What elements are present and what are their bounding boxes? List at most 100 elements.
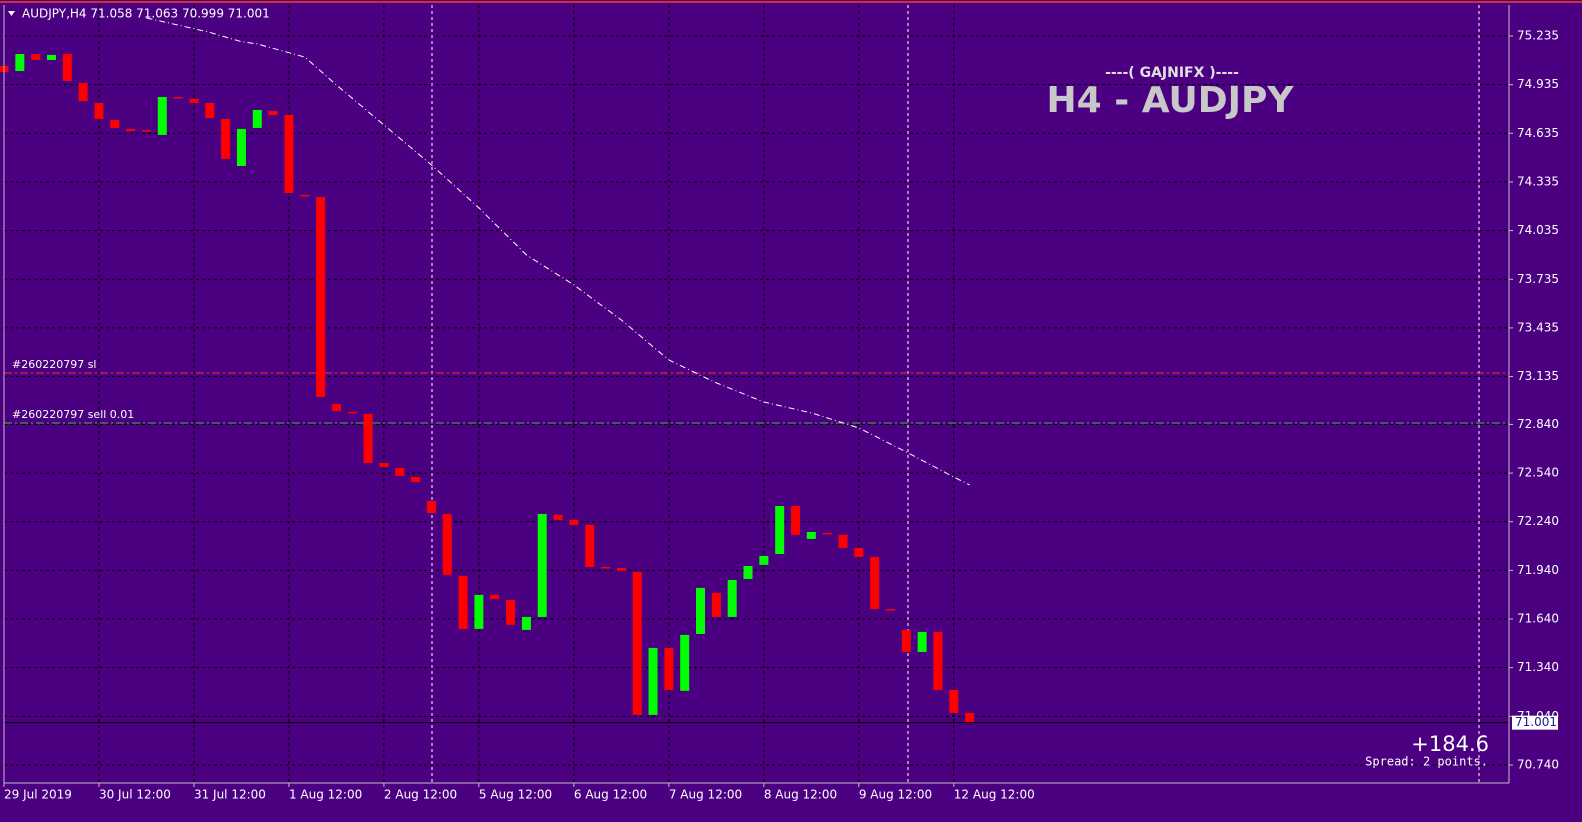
candle bbox=[506, 599, 516, 625]
y-tick-label: 75.235 bbox=[1517, 28, 1559, 42]
candle bbox=[775, 505, 785, 554]
y-tick-label: 71.940 bbox=[1517, 563, 1559, 577]
candle bbox=[94, 102, 104, 120]
x-tick-label: 8 Aug 12:00 bbox=[764, 788, 837, 802]
candle bbox=[78, 83, 88, 102]
x-tick-label: 1 Aug 12:00 bbox=[289, 788, 362, 802]
candle bbox=[854, 547, 864, 557]
candle bbox=[521, 616, 531, 630]
y-tick-label: 73.135 bbox=[1517, 369, 1559, 383]
x-tick-label: 29 Jul 2019 bbox=[4, 788, 72, 802]
candle bbox=[268, 110, 278, 115]
candle bbox=[680, 634, 690, 691]
candle bbox=[157, 96, 167, 135]
order-label: #260220797 sell 0.01 bbox=[12, 408, 134, 421]
candle bbox=[632, 571, 642, 715]
y-tick-label: 72.840 bbox=[1517, 417, 1559, 431]
candle bbox=[141, 130, 151, 132]
candle bbox=[791, 505, 800, 535]
candle bbox=[870, 556, 880, 609]
grid bbox=[3, 5, 1509, 783]
candle bbox=[442, 513, 452, 575]
candle bbox=[316, 197, 326, 398]
x-tick-label: 6 Aug 12:00 bbox=[574, 788, 647, 802]
y-tick-label: 72.540 bbox=[1517, 466, 1559, 480]
candle bbox=[474, 594, 484, 629]
candle bbox=[664, 647, 674, 690]
x-tick-label: 5 Aug 12:00 bbox=[479, 788, 552, 802]
candle bbox=[696, 587, 706, 634]
candle bbox=[838, 534, 848, 548]
marks bbox=[0, 17, 1509, 724]
spread: Spread: 2 points. bbox=[1365, 755, 1488, 769]
candle bbox=[727, 579, 737, 617]
candle bbox=[236, 128, 246, 167]
candle bbox=[347, 411, 357, 414]
candle bbox=[284, 114, 294, 193]
candle bbox=[363, 414, 373, 464]
profit: +184.6 bbox=[1411, 732, 1489, 756]
y-tick-label: 74.035 bbox=[1517, 223, 1559, 237]
y-tick-label: 74.635 bbox=[1517, 126, 1559, 140]
y-tick-label: 72.240 bbox=[1517, 514, 1559, 528]
candle bbox=[189, 98, 199, 103]
candle bbox=[806, 531, 816, 539]
candle bbox=[205, 102, 215, 119]
y-tick-label: 71.340 bbox=[1517, 660, 1559, 674]
candle bbox=[601, 566, 611, 569]
candle bbox=[759, 555, 769, 565]
candle bbox=[173, 96, 183, 99]
candle bbox=[616, 567, 626, 571]
y-tick-label: 73.435 bbox=[1517, 320, 1559, 334]
price-box bbox=[1512, 715, 1558, 730]
candle bbox=[648, 647, 658, 715]
y-tick-label: 71.640 bbox=[1517, 612, 1559, 626]
x-tick-label: 2 Aug 12:00 bbox=[384, 788, 457, 802]
x-tick-label: 30 Jul 12:00 bbox=[99, 788, 171, 802]
candle bbox=[901, 629, 911, 652]
candle bbox=[490, 594, 500, 599]
x-tick-label: 31 Jul 12:00 bbox=[194, 788, 266, 802]
candle bbox=[411, 476, 421, 482]
y-tick-label: 70.740 bbox=[1517, 757, 1559, 771]
candle bbox=[537, 513, 547, 617]
candle bbox=[965, 712, 975, 723]
candle bbox=[569, 519, 579, 525]
candle bbox=[221, 119, 231, 159]
candle bbox=[822, 532, 832, 535]
candle bbox=[395, 467, 405, 476]
x-tick-label: 9 Aug 12:00 bbox=[859, 788, 932, 802]
price-label: 71.001 bbox=[1515, 715, 1557, 729]
candle bbox=[743, 565, 753, 579]
header: AUDJPY,H4 71.058 71.063 70.999 71.001 bbox=[22, 7, 270, 21]
candle bbox=[31, 53, 41, 60]
candle bbox=[15, 53, 25, 72]
candle bbox=[885, 608, 895, 611]
candle bbox=[379, 463, 389, 467]
candle bbox=[933, 631, 943, 690]
candle bbox=[252, 109, 262, 128]
chart-subtitle: H4 - AUDJPY bbox=[1047, 80, 1295, 121]
x-tick-label: 12 Aug 12:00 bbox=[954, 788, 1035, 802]
candle bbox=[917, 631, 927, 652]
candle bbox=[126, 128, 136, 132]
candle bbox=[949, 689, 959, 713]
x-tick-label: 7 Aug 12:00 bbox=[669, 788, 742, 802]
moving-average bbox=[146, 17, 970, 486]
candle bbox=[426, 500, 436, 513]
candle bbox=[458, 575, 468, 629]
y-tick-label: 74.935 bbox=[1517, 77, 1559, 91]
candle bbox=[46, 54, 56, 60]
y-tick-label: 74.335 bbox=[1517, 174, 1559, 188]
candle bbox=[110, 119, 120, 128]
order-label: #260220797 sl bbox=[12, 358, 97, 371]
candle bbox=[62, 53, 72, 81]
candle bbox=[711, 592, 721, 617]
menu-arrow[interactable] bbox=[8, 11, 15, 16]
candle bbox=[585, 524, 595, 567]
chart-title: ----( GAJNIFX )---- bbox=[1105, 65, 1239, 81]
candle bbox=[553, 514, 563, 520]
candle bbox=[300, 194, 310, 197]
